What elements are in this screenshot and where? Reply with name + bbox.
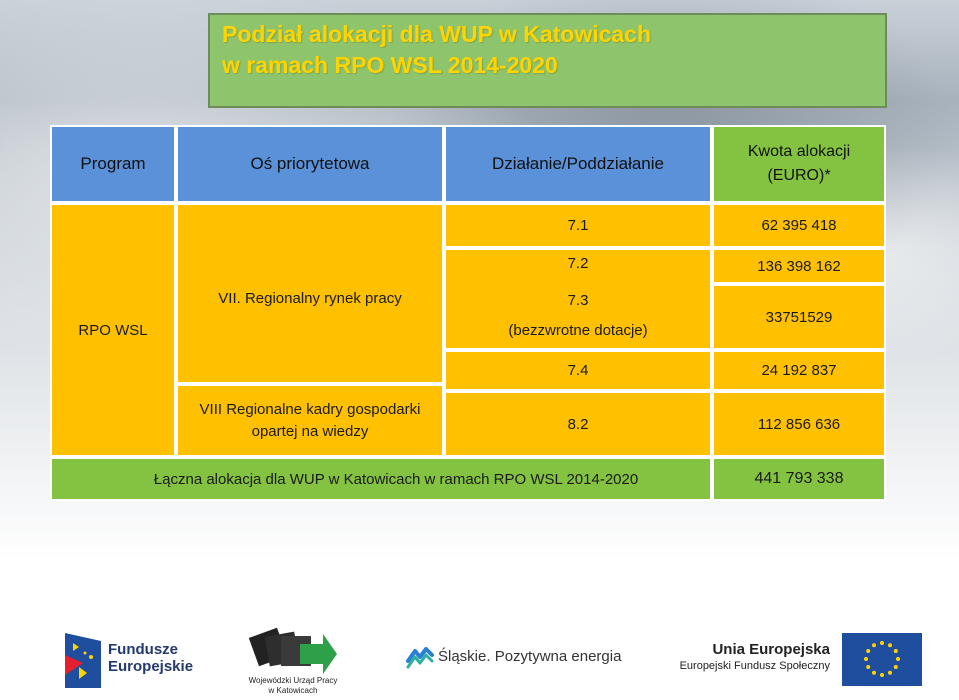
header-os: Oś priorytetowa bbox=[176, 125, 444, 203]
header-kwota-line2: (EURO)* bbox=[767, 167, 831, 184]
cell-kwota-73: 33751529 bbox=[712, 284, 886, 350]
dzialanie-72-text: 7.2 bbox=[567, 254, 589, 272]
header-dzialanie: Działanie/Poddziałanie bbox=[444, 125, 712, 203]
cell-dzialanie-72: 7.2 bbox=[444, 248, 712, 286]
os-viii-line2: opartej na wiedzy bbox=[251, 422, 369, 440]
cell-os-vii: VII. Regionalny rynek pracy bbox=[176, 203, 444, 384]
cell-dzialanie-74: 7.4 bbox=[444, 350, 712, 391]
wup-line1: Wojewódzki Urząd Pracy bbox=[248, 676, 338, 685]
cell-total-value: 441 793 338 bbox=[712, 457, 886, 501]
cell-program: RPO WSL bbox=[50, 203, 176, 457]
eu-flag-icon bbox=[842, 633, 922, 686]
cell-total-label: Łączna alokacja dla WUP w Katowicach w r… bbox=[50, 457, 712, 501]
cell-kwota-82: 112 856 636 bbox=[712, 391, 886, 457]
wup-katowice-logo-icon bbox=[248, 627, 337, 674]
cell-dzialanie-73: 7.3 (bezzwrotne dotacje) bbox=[444, 284, 712, 350]
wup-line2: w Katowicach bbox=[268, 686, 318, 695]
ue-line1: Unia Europejska bbox=[712, 641, 830, 658]
title-box: Podział alokacji dla WUP w Katowicach w … bbox=[208, 13, 887, 108]
header-kwota: Kwota alokacji (EURO)* bbox=[712, 125, 886, 203]
os-viii-line1: VIII Regionalne kadry gospodarki bbox=[199, 400, 421, 418]
cell-dzialanie-71: 7.1 bbox=[444, 203, 712, 248]
header-kwota-line1: Kwota alokacji bbox=[747, 143, 851, 160]
os-vii-text: VII. Regionalny rynek pracy bbox=[218, 290, 402, 307]
cell-kwota-71: 62 395 418 bbox=[712, 203, 886, 248]
fundusze-europejskie-logo-icon bbox=[65, 633, 101, 688]
title-line-1: Podział alokacji dla WUP w Katowicach bbox=[222, 21, 652, 47]
title-line-2: w ramach RPO WSL 2014-2020 bbox=[222, 52, 558, 78]
ue-line2: Europejski Fundusz Społeczny bbox=[679, 660, 830, 672]
cell-kwota-72: 136 398 162 bbox=[712, 248, 886, 284]
cell-os-viii: VIII Regionalne kadry gospodarki opartej… bbox=[176, 384, 444, 457]
cell-kwota-74: 24 192 837 bbox=[712, 350, 886, 391]
header-program: Program bbox=[50, 125, 176, 203]
cell-dzialanie-82: 8.2 bbox=[444, 391, 712, 457]
logos-strip: Fundusze Europejskie Wojewódzki Urząd Pr… bbox=[0, 600, 959, 700]
slaskie-text: Śląskie. Pozytywna energia bbox=[438, 648, 622, 665]
fundusze-line1: Fundusze bbox=[108, 641, 178, 658]
fundusze-line2: Europejskie bbox=[108, 658, 194, 675]
slaskie-logo-icon bbox=[406, 647, 434, 669]
dzialanie-73-text: 7.3 bbox=[567, 292, 589, 309]
dzialanie-73-sub: (bezzwrotne dotacje) bbox=[508, 322, 648, 339]
